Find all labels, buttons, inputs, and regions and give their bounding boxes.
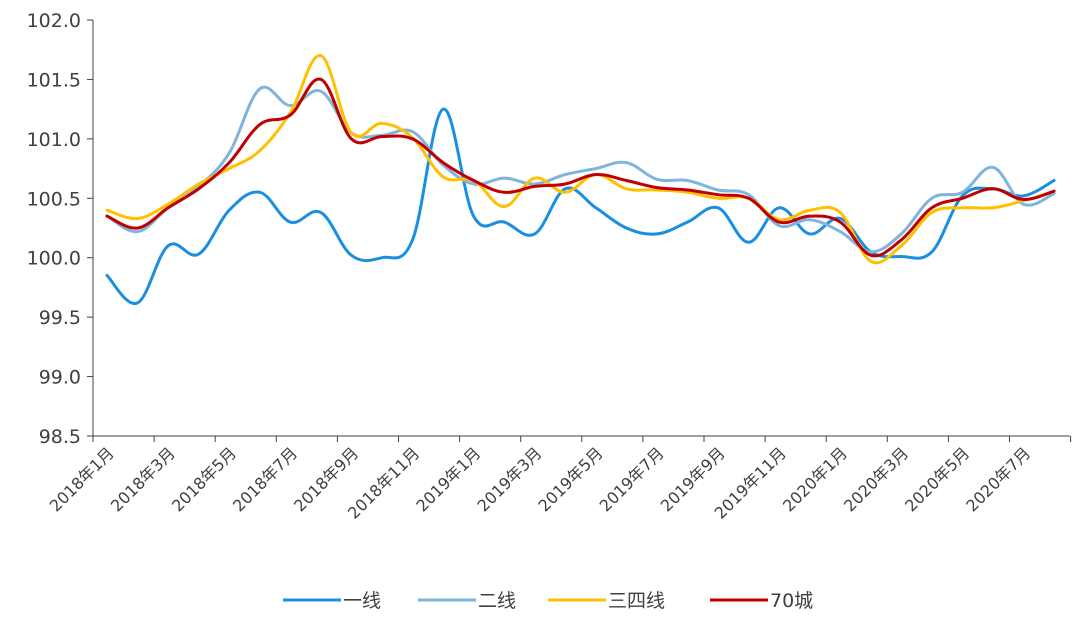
x-tick-label: 2019年7月: [596, 443, 668, 515]
x-tick-label: 2020年1月: [779, 443, 851, 515]
series-line-4: [105, 77, 1056, 258]
x-tick-label: 2020年5月: [901, 443, 973, 515]
x-tick-label: 2018年5月: [168, 443, 240, 515]
legend-label: 二线: [478, 590, 516, 612]
y-axis: 98.5 99.0 99.5 100.0 100.5 101.0 101.5 102.0: [27, 10, 94, 448]
legend-label: 三四线: [608, 590, 665, 612]
series-layer: [105, 54, 1056, 305]
x-tick-label: 2019年1月: [412, 443, 484, 515]
x-tick-label: 2020年7月: [962, 443, 1034, 515]
y-tick-label: 102.0: [27, 10, 81, 32]
series-line-2: [105, 85, 1056, 254]
x-tick-label: 2018年1月: [46, 443, 118, 515]
series-line-1: [105, 107, 1056, 305]
x-tick-label: 2020年3月: [840, 443, 912, 515]
legend: 一线 二线 三四线 70城: [283, 590, 813, 612]
x-tick-label: 2018年3月: [107, 443, 179, 515]
y-tick-label: 100.5: [27, 188, 81, 210]
x-tick-label: 2019年3月: [473, 443, 545, 515]
y-tick-label: 98.5: [39, 426, 81, 448]
legend-label: 70城: [770, 590, 813, 612]
x-tick-label: 2018年7月: [229, 443, 301, 515]
y-tick-label: 100.0: [27, 248, 81, 270]
series-line-3: [105, 54, 1056, 265]
x-axis: 2018年1月2018年3月2018年5月2018年7月2018年9月2018年…: [46, 435, 1072, 523]
y-tick-label: 99.0: [39, 367, 81, 389]
y-tick-label: 101.5: [27, 69, 81, 91]
y-tick-label: 101.0: [27, 129, 81, 151]
y-tick-label: 99.5: [39, 307, 81, 329]
x-tick-label: 2019年5月: [535, 443, 607, 515]
legend-label: 一线: [343, 590, 381, 612]
